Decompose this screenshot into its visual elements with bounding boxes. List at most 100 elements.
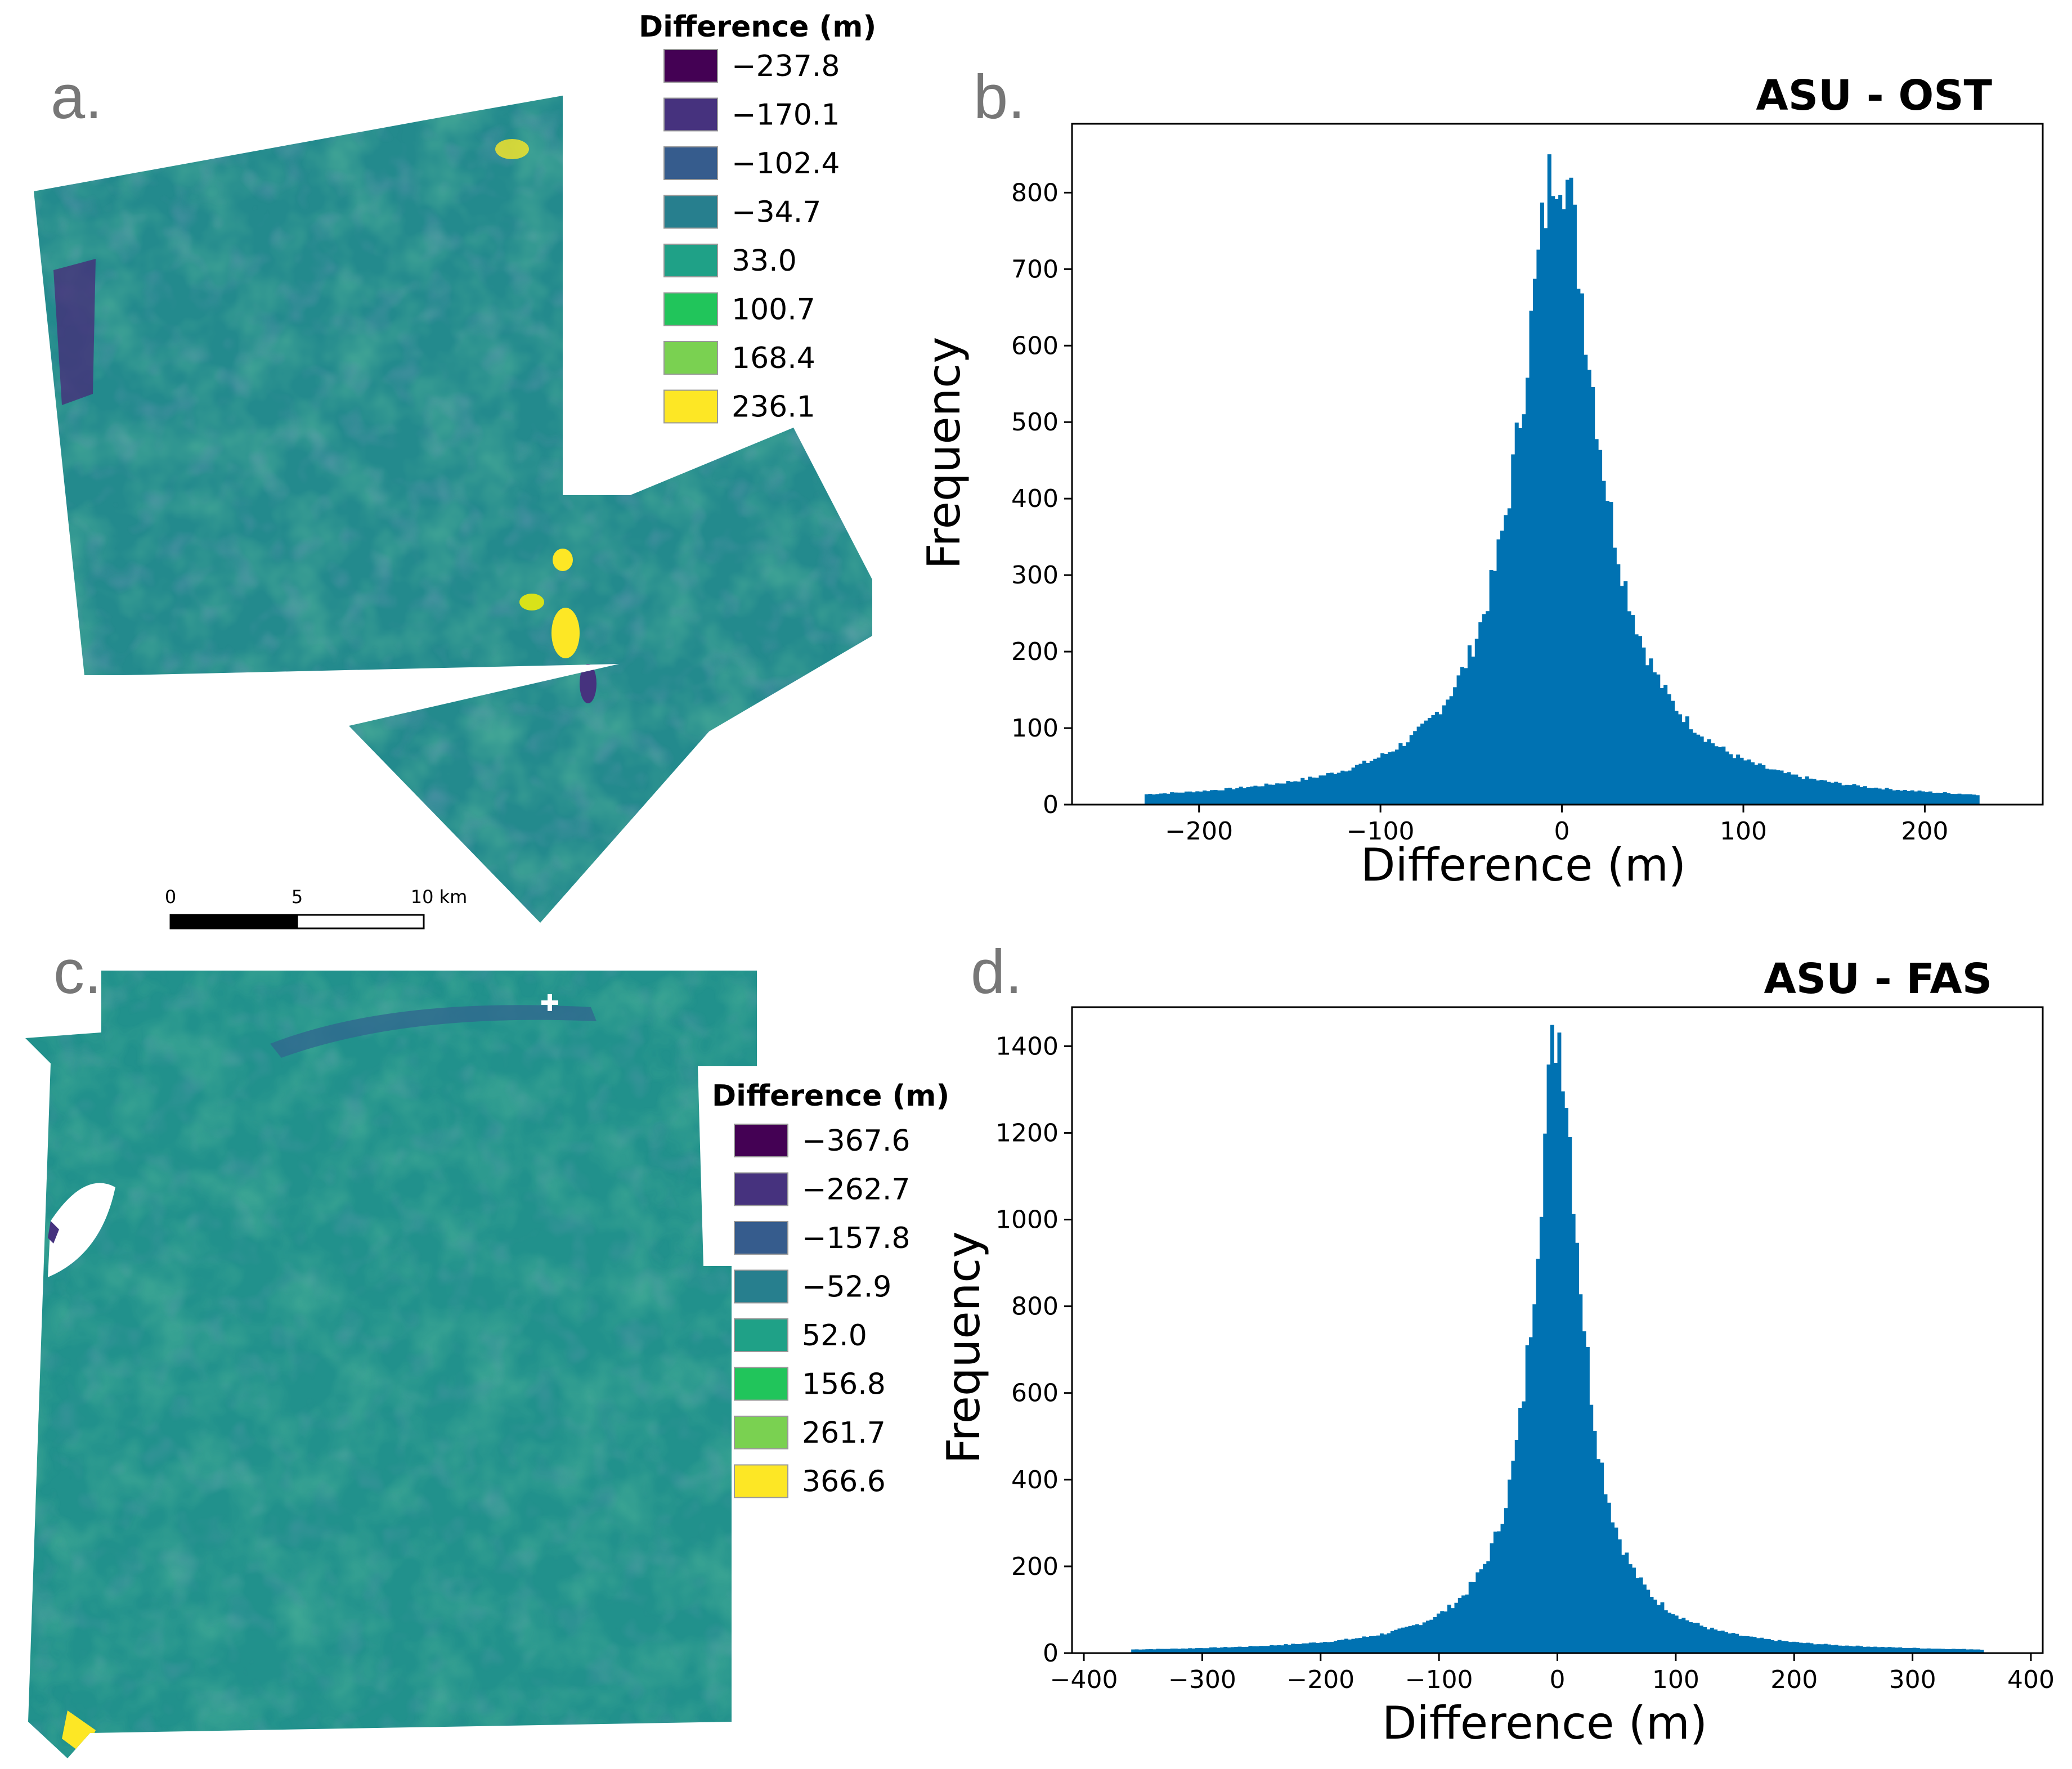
- chart-d-bar: [1980, 1649, 1984, 1653]
- chart-b-axes-frame: [1071, 123, 2044, 806]
- chart-d-bar: [1756, 1638, 1760, 1653]
- map-panel-a: a. Difference (m) −237.8 −170.1 −102.4 −34.…: [34, 10, 876, 930]
- chart-d-bar: [1600, 1462, 1604, 1653]
- chart-b-bar: [1340, 770, 1345, 805]
- chart-b-bar: [1184, 791, 1189, 805]
- chart-b-bar: [1544, 228, 1548, 805]
- legend-a-swatch: [663, 292, 718, 326]
- chart-d-bar: [1270, 1645, 1274, 1653]
- legend-a-title: Difference (m): [639, 10, 876, 44]
- chart-d-bar: [1745, 1636, 1750, 1653]
- chart-b-bar: [1761, 765, 1766, 805]
- chart-b-ytick-label: 600: [1011, 331, 1059, 360]
- chart-b-bar: [1714, 746, 1719, 805]
- legend-c-label: −262.7: [802, 1173, 910, 1207]
- chart-b-bar: [1257, 786, 1261, 805]
- panel-letter-d: d.: [971, 937, 1022, 1007]
- chart-b-bar: [1420, 723, 1425, 805]
- chart-d-bar: [1241, 1646, 1245, 1653]
- histogram-panel-b: b. ASU - OST −200 −100 0 100 200 0 100 200 300 40…: [918, 62, 2044, 891]
- chart-d-bar: [1255, 1646, 1259, 1653]
- chart-d-bar: [1692, 1623, 1697, 1653]
- legend-a-label: 33.0: [732, 244, 797, 278]
- chart-b-bar: [1434, 712, 1439, 805]
- chart-b-bar: [1279, 783, 1283, 805]
- chart-d-bar: [1500, 1524, 1505, 1653]
- chart-b-bar: [1787, 772, 1791, 805]
- chart-b-bar: [1725, 751, 1729, 805]
- chart-b-bar: [1717, 747, 1722, 805]
- chart-b-bar: [1627, 611, 1631, 805]
- legend-a-label: −170.1: [732, 98, 840, 132]
- panel-letter-b: b.: [974, 62, 1025, 132]
- chart-d-bar: [1461, 1595, 1466, 1653]
- legend-c-label: −52.9: [802, 1270, 891, 1304]
- chart-b-bar: [1888, 789, 1892, 805]
- chart-b-bar: [1173, 792, 1178, 805]
- chart-d-bar: [1689, 1622, 1693, 1653]
- chart-d-bar: [1479, 1569, 1483, 1653]
- chart-d-bar: [1454, 1602, 1459, 1653]
- chart-b-bar: [1144, 794, 1149, 805]
- chart-d-bar: [1497, 1531, 1501, 1653]
- chart-b-bar: [1358, 764, 1363, 805]
- histogram-panel-d: d. ASU - FAS −400 −300 −200 −100 0 100 200 300 4…: [938, 937, 2055, 1749]
- chart-d-bar: [1731, 1633, 1735, 1653]
- chart-d-bar: [1195, 1648, 1199, 1653]
- chart-b-bar: [1863, 786, 1867, 805]
- chart-d-bar: [1493, 1532, 1497, 1653]
- chart-b-bar: [1540, 203, 1544, 805]
- chart-b-bar: [1678, 714, 1682, 805]
- legend-c-label: −367.6: [802, 1124, 910, 1158]
- chart-b-bar: [1823, 780, 1827, 805]
- chart-d-bar: [1149, 1649, 1153, 1653]
- chart-d-bar: [1838, 1645, 1842, 1653]
- chart-d-bar: [1678, 1619, 1682, 1653]
- chart-b-bar: [1779, 770, 1784, 805]
- chart-d-xtick-label: −100: [1405, 1665, 1473, 1694]
- chart-d-bar: [1777, 1640, 1782, 1653]
- panel-letter-c: c.: [53, 937, 102, 1007]
- chart-d-bar: [1468, 1582, 1473, 1653]
- chart-b-bar: [1431, 715, 1436, 805]
- chart-b-bar: [1968, 794, 1972, 805]
- chart-d-bar: [1227, 1647, 1231, 1653]
- chart-d-bar: [1639, 1577, 1643, 1653]
- chart-b-bar: [1703, 742, 1708, 805]
- chart-b-bar: [1932, 793, 1936, 805]
- chart-d-bar: [1972, 1649, 1977, 1653]
- chart-d-ytick-label: 1000: [995, 1206, 1059, 1234]
- chart-d-bar: [1333, 1641, 1338, 1653]
- chart-d-bar: [1966, 1649, 1970, 1653]
- chart-d-bar: [1560, 1091, 1565, 1653]
- chart-d-bar: [1219, 1647, 1224, 1653]
- chart-d-bar: [1738, 1636, 1743, 1653]
- chart-b-bar: [1243, 788, 1247, 805]
- chart-b-bar: [1500, 531, 1504, 805]
- legend-c-swatch: [734, 1367, 788, 1401]
- chart-d-bar: [1358, 1637, 1362, 1653]
- chart-d-xtick-label: −400: [1050, 1665, 1118, 1694]
- chart-b-bar: [1663, 685, 1668, 805]
- chart-b-bar: [1373, 758, 1378, 805]
- chart-b-bar: [1282, 783, 1287, 805]
- chart-d-bar: [1685, 1620, 1689, 1653]
- chart-d-bar: [1827, 1644, 1832, 1653]
- chart-d-bar: [1774, 1641, 1778, 1653]
- chart-b-bar: [1554, 199, 1559, 805]
- chart-b-bar: [1155, 794, 1160, 805]
- chart-d-bar: [1895, 1647, 1899, 1653]
- chart-b-bar: [1275, 783, 1280, 805]
- chart-d-bar: [1930, 1649, 1935, 1653]
- chart-b-bar: [1954, 794, 1958, 805]
- chart-d-bar: [1958, 1649, 1963, 1653]
- chart-b-bar: [1790, 774, 1795, 805]
- chart-b-ytick-label: 400: [1011, 484, 1059, 513]
- chart-b-bar: [1286, 781, 1290, 805]
- chart-b-bar: [1870, 788, 1874, 805]
- chart-b-bar: [1493, 571, 1497, 805]
- legend-a-label: 168.4: [732, 342, 815, 375]
- chart-d-bar: [1614, 1527, 1618, 1653]
- chart-b-bar: [1529, 311, 1533, 805]
